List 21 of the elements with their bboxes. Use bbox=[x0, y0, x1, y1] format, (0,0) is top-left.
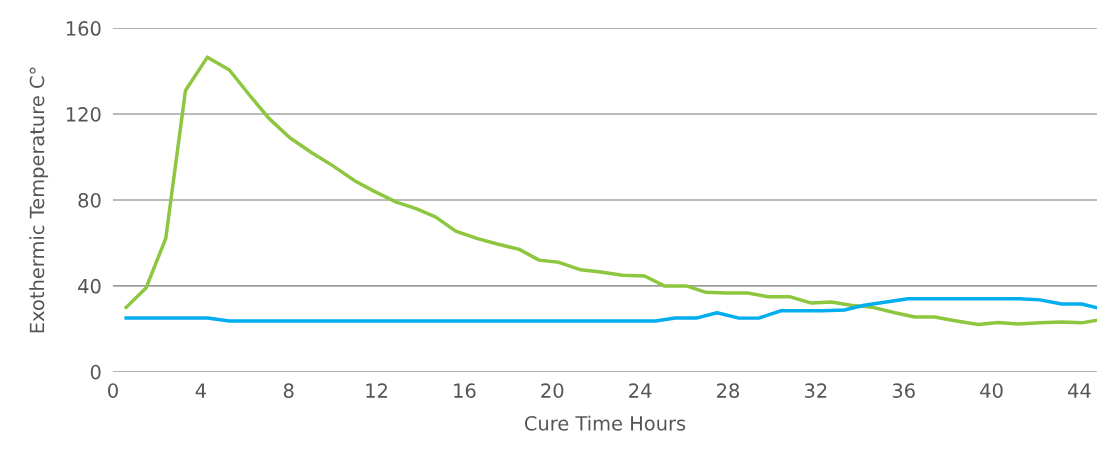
line-series bbox=[124, 55, 1097, 327]
y-tick-label: 0 bbox=[90, 364, 101, 380]
x-axis-title: Cure Time Hours bbox=[524, 415, 686, 431]
x-tick-label: 20 bbox=[541, 383, 564, 398]
x-tick-label: 40 bbox=[980, 383, 1003, 398]
x-tick-label: 4 bbox=[195, 383, 206, 398]
x-tick-label: 8 bbox=[283, 383, 294, 398]
y-tick-label: 40 bbox=[78, 278, 101, 294]
x-tick-label: 36 bbox=[892, 383, 915, 398]
x-tick-label: 0 bbox=[108, 383, 118, 398]
y-tick-label: 80 bbox=[78, 192, 101, 208]
x-tick-label: 12 bbox=[366, 383, 387, 398]
x-tick-label: 44 bbox=[1068, 383, 1091, 398]
x-tick-label: 28 bbox=[717, 383, 740, 398]
x-tick-label: 16 bbox=[454, 383, 476, 398]
y-tick-label: 160 bbox=[66, 21, 101, 36]
x-tick-label: 24 bbox=[629, 383, 652, 398]
y-tick-label: 120 bbox=[66, 107, 101, 122]
x-tick-label: 32 bbox=[804, 383, 827, 398]
y-axis-title: Exothermic Temperature C° bbox=[29, 67, 49, 333]
line-series bbox=[124, 297, 1097, 323]
